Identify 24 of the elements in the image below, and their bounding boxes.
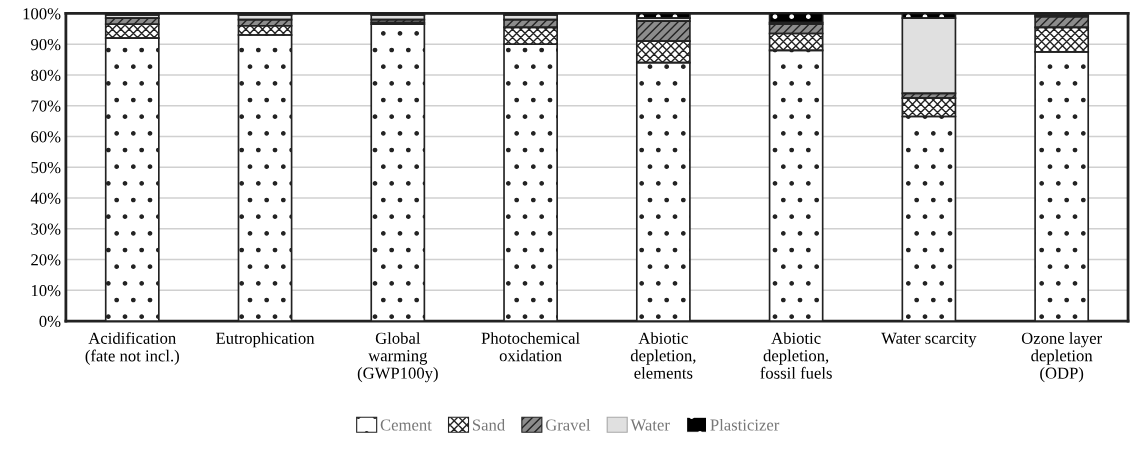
x-tick-label: Water scarcity xyxy=(881,332,977,348)
x-tick-label: Abiotic depletion, elements xyxy=(630,332,696,379)
legend-label: Plasticizer xyxy=(710,418,780,431)
legend-label: Cement xyxy=(380,419,432,431)
y-tick-label: 0% xyxy=(39,315,61,328)
legend-label: Gravel xyxy=(545,418,591,431)
x-tick-label: Photochemical oxidation xyxy=(481,332,580,362)
x-tick-label: Acidification (fate not incl.) xyxy=(85,331,179,365)
y-tick-label: 50% xyxy=(31,161,61,174)
x-tick-label: Eutrophication xyxy=(216,332,315,348)
y-tick-label: 100% xyxy=(23,8,61,20)
x-tick-label: Ozone layer depletion (ODP) xyxy=(1021,332,1102,383)
y-tick-label: 80% xyxy=(31,69,61,81)
y-tick-label: 70% xyxy=(31,100,61,112)
legend-label: Water xyxy=(630,419,670,431)
y-tick-label: 40% xyxy=(30,192,61,205)
y-tick-label: 30% xyxy=(31,223,61,235)
y-tick-label: 10% xyxy=(31,284,61,297)
y-tick-label: 90% xyxy=(31,38,61,51)
legend-label: Sand xyxy=(472,418,505,431)
y-tick-label: 60% xyxy=(31,131,61,143)
x-tick-label: Abiotic depletion, fossil fuels xyxy=(760,332,832,379)
x-tick-label: Global warming (GWP100y) xyxy=(357,332,438,383)
y-tick-label: 20% xyxy=(31,254,61,266)
